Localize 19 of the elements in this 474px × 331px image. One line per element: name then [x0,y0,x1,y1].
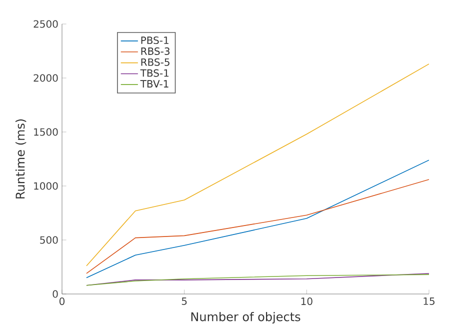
legend-label: RBS-5 [141,58,170,66]
legend-label: PBS-1 [141,36,168,44]
y-tick-label: 2500 [34,20,58,28]
y-tick-label: 1500 [34,128,58,136]
line-series [86,160,429,278]
x-tick-label: 15 [424,298,434,305]
y-tick-label: 2000 [34,74,58,82]
y-tick-label: 0 [52,290,58,298]
legend-label: TBS-1 [140,69,169,77]
x-tick-label: 10 [301,298,312,306]
y-axis-title: Runtime (ms) [15,119,26,198]
y-tick-label: 500 [40,236,58,244]
x-tick-label: 0 [59,298,65,306]
legend-label: RBS-3 [141,47,170,55]
legend-label: TBV-1 [140,80,168,88]
y-tick-label: 1000 [34,182,58,190]
line-series [86,179,429,274]
x-tick-label: 5 [182,298,187,305]
x-axis-title: Number of objects [191,312,300,324]
